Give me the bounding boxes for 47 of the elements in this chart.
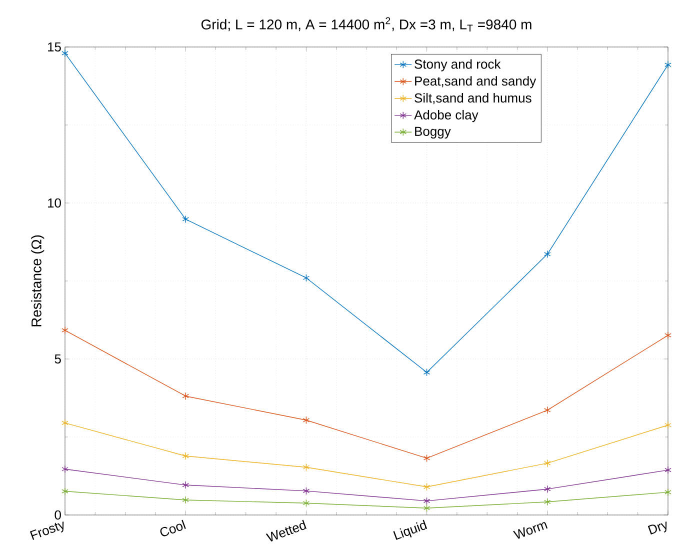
x-tick-label: Cool	[160, 520, 186, 536]
point	[62, 49, 68, 58]
point	[302, 416, 310, 424]
point	[423, 454, 430, 462]
legend-label: Peat,sand and sandy	[415, 76, 536, 88]
y-tick-label: 5	[54, 354, 61, 364]
x-tick-label: Frosty	[30, 521, 64, 540]
point	[544, 485, 551, 493]
point	[544, 498, 551, 506]
legend-label: Stony and rock	[414, 59, 501, 72]
point	[62, 419, 68, 427]
point	[182, 496, 189, 504]
legend-label: Boggy	[415, 126, 451, 139]
x-tick-label: Wetted	[266, 520, 307, 542]
legend-label: Silt,sand and humus	[414, 93, 532, 104]
point	[302, 274, 310, 282]
point	[62, 487, 68, 496]
point	[664, 421, 672, 429]
point	[423, 497, 430, 505]
point	[62, 465, 68, 473]
point	[302, 487, 310, 495]
point	[182, 392, 189, 400]
x-tick-label: Liquid	[393, 520, 428, 540]
point	[423, 504, 430, 512]
point	[302, 463, 310, 472]
point	[182, 452, 189, 460]
point	[664, 60, 672, 69]
point	[664, 488, 672, 496]
point	[544, 250, 551, 258]
x-tick-label: Dry	[648, 521, 667, 534]
legend-label: Adobe clay	[414, 110, 478, 122]
chart-title: Grid; L = 120 m, A = 14400 m$^{2}$, Dx =3 m, L$_{T}$ =9840 m	[201, 17, 532, 32]
point	[544, 406, 551, 414]
point	[182, 215, 189, 224]
point	[423, 368, 430, 376]
x-tick-label: Worm	[513, 522, 548, 539]
point	[62, 326, 68, 334]
y-tick-label: 0	[54, 510, 61, 520]
point	[544, 459, 551, 468]
point	[302, 499, 310, 507]
y-tick-label: 15	[48, 42, 61, 52]
y-axis-title: Resistance (Ω)	[31, 235, 44, 326]
point	[182, 481, 189, 489]
point	[664, 331, 672, 340]
point	[423, 483, 430, 491]
point	[664, 466, 672, 474]
y-tick-label: 10	[48, 198, 61, 208]
